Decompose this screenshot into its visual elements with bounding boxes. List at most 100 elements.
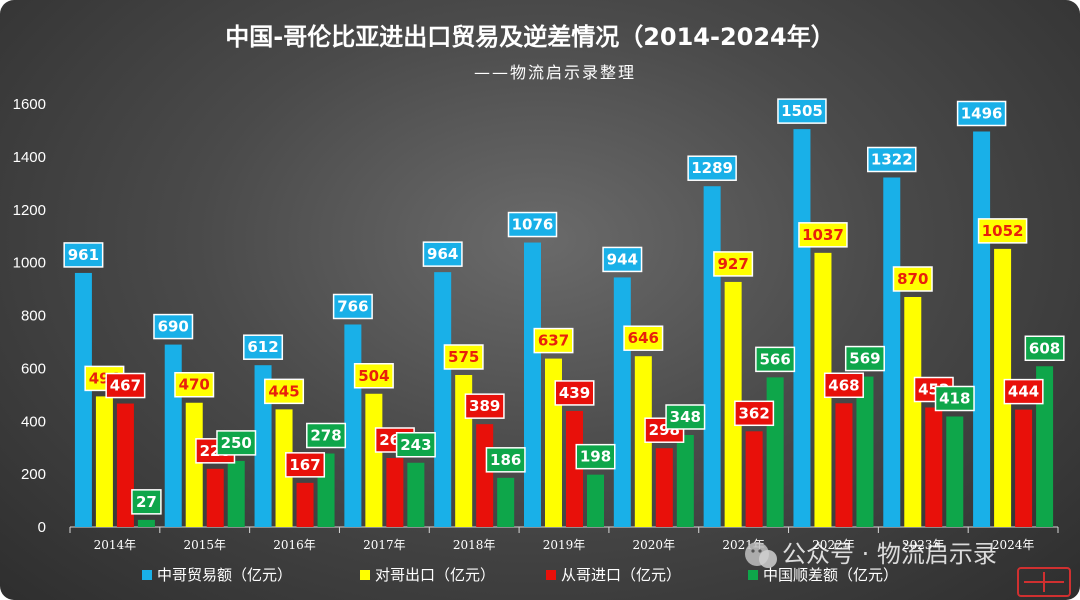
legend-swatch: [748, 570, 758, 580]
data-label-box: [777, 98, 827, 124]
bar: [835, 403, 853, 527]
bar: [254, 365, 272, 527]
data-label: 198: [580, 448, 611, 466]
data-label-box: [1024, 335, 1065, 362]
data-label-box: [216, 430, 257, 456]
data-label: 348: [670, 408, 701, 426]
data-label: 362: [738, 404, 769, 422]
data-label: 444: [1008, 383, 1039, 401]
data-label: 468: [828, 376, 859, 394]
bar: [793, 129, 811, 527]
data-label-box: [798, 222, 848, 248]
data-label: 250: [221, 434, 252, 452]
bar: [95, 396, 113, 527]
bar: [587, 474, 604, 527]
x-tick-label: 2017年: [363, 538, 406, 552]
data-label: 1076: [512, 216, 554, 234]
data-label: 470: [179, 376, 210, 394]
bar: [386, 457, 404, 527]
chart-bars: [74, 129, 1054, 527]
bar: [1015, 409, 1033, 527]
chart-legend: 中哥贸易额（亿元） 对哥出口（亿元） 从哥进口（亿元） 中国顺差额（亿元）: [142, 566, 898, 584]
bar: [497, 477, 515, 527]
bar: [164, 344, 182, 527]
legend-label: 对哥出口（亿元）: [375, 566, 495, 584]
bar: [883, 177, 901, 527]
chart-subtitle: ——物流启示录整理: [474, 63, 636, 82]
bar: [634, 356, 652, 527]
y-tick-label: 200: [21, 466, 46, 483]
data-label-box: [395, 432, 436, 458]
chart-data-labels: 9616906127669641076944128915051322149649…: [63, 98, 1065, 515]
bar: [613, 277, 631, 527]
data-label: 575: [448, 348, 479, 366]
data-label-box: [174, 371, 215, 398]
bar: [703, 186, 721, 527]
data-label: 870: [897, 270, 928, 288]
bar: [745, 431, 763, 527]
data-label-box: [464, 393, 505, 419]
bar: [137, 519, 155, 527]
bar: [856, 376, 874, 527]
data-label-box: [507, 211, 558, 238]
data-label-box: [422, 241, 463, 267]
data-label: 690: [158, 318, 189, 336]
data-label: 1289: [691, 159, 733, 177]
data-label-box: [485, 447, 526, 473]
x-tick-label: 2015年: [183, 538, 226, 552]
data-label-box: [956, 100, 1007, 127]
y-tick-label: 600: [21, 360, 46, 377]
data-label-box: [687, 155, 737, 181]
data-label: 278: [310, 427, 341, 445]
x-tick-label: 2014年: [94, 538, 137, 552]
bar: [566, 410, 583, 527]
data-label: 1322: [871, 150, 913, 168]
data-label: 1052: [982, 222, 1024, 240]
data-label-box: [867, 146, 917, 173]
watermark-text: 公众号 · 物流启示录: [782, 540, 997, 568]
data-label: 569: [849, 350, 880, 368]
bar: [434, 272, 452, 527]
bar: [946, 416, 964, 527]
y-tick-label: 400: [21, 413, 46, 430]
data-label: 637: [538, 332, 569, 350]
data-label-box: [665, 404, 706, 430]
bar: [296, 482, 314, 527]
y-tick-label: 800: [21, 308, 46, 325]
data-label-box: [443, 344, 484, 370]
bar: [994, 248, 1012, 527]
bar: [724, 281, 742, 527]
wechat-icon: [745, 542, 777, 568]
bar: [676, 434, 694, 527]
bar: [655, 448, 673, 527]
watermark: 公众号 · 物流启示录: [745, 540, 1071, 597]
data-label-box: [892, 266, 933, 292]
bar: [407, 462, 425, 527]
data-label: 439: [559, 384, 590, 402]
data-label-box: [332, 293, 373, 320]
x-tick-label: 2018年: [453, 538, 496, 552]
data-label: 167: [289, 456, 320, 474]
data-label-box: [554, 380, 595, 406]
data-label-box: [623, 325, 664, 351]
x-tick-label: 2019年: [543, 538, 586, 552]
legend-label: 从哥进口（亿元）: [561, 566, 681, 584]
chart-title: 中国-哥伦比亚进出口贸易及逆差情况（2014-2024年）: [225, 23, 835, 51]
bar: [227, 460, 245, 527]
bar: [524, 242, 541, 527]
data-label: 504: [358, 367, 389, 385]
data-label: 418: [939, 389, 970, 407]
legend-label: 中哥贸易额（亿元）: [157, 566, 292, 584]
bar: [1036, 366, 1054, 527]
data-label-box: [285, 452, 326, 478]
data-label-box: [63, 242, 104, 268]
x-tick-label: 2020年: [633, 538, 676, 552]
bar: [344, 324, 362, 527]
stamp-icon: [1017, 567, 1071, 597]
data-label: 766: [337, 297, 368, 315]
x-tick-label: 2024年: [992, 538, 1035, 552]
data-label-box: [1003, 378, 1044, 405]
legend-label: 中国顺差额（亿元）: [763, 566, 898, 584]
